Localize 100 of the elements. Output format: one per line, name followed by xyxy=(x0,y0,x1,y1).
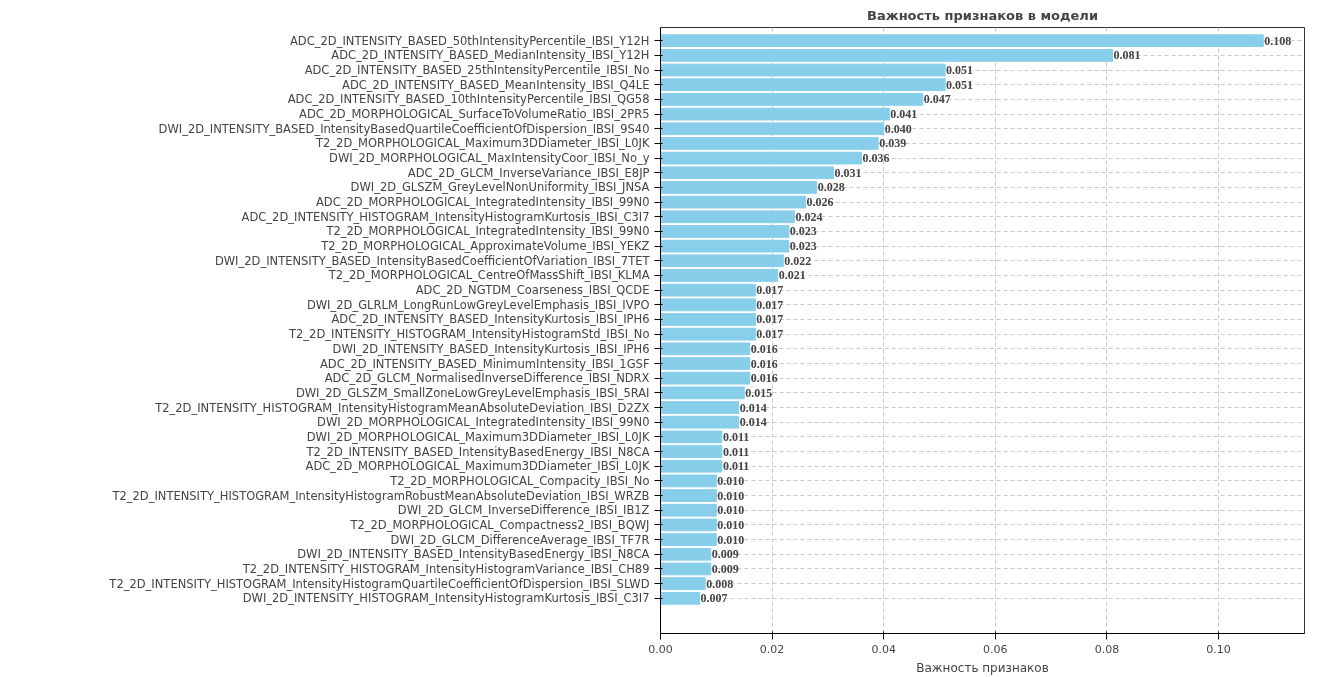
y-tick-label: DWI_2D_GLSZM_GreyLevelNonUniformity_IBSI_JNSA xyxy=(350,180,650,195)
y-tick-label: T2_2D_MORPHOLOGICAL_IntegratedIntensity_IBSI_99N0 xyxy=(325,224,650,239)
data-label: 0.036 xyxy=(862,151,890,166)
y-tick-label: DWI_2D_GLCM_DifferenceAverage_IBSI_TF7R xyxy=(390,532,650,547)
y-tick-label: DWI_2D_INTENSITY_BASED_IntensityBasedEnergy_IBSI_N8CA xyxy=(297,547,650,562)
bar xyxy=(660,181,818,194)
data-label: 0.009 xyxy=(711,547,739,562)
data-label: 0.017 xyxy=(756,312,784,327)
data-label: 0.011 xyxy=(722,444,750,459)
x-tick-label: 0.08 xyxy=(1094,642,1120,656)
data-label: 0.039 xyxy=(879,136,907,151)
x-axis-title: Важность признаков xyxy=(916,660,1049,675)
x-tick-label: 0.10 xyxy=(1206,642,1231,656)
y-tick-label: ADC_2D_INTENSITY_BASED_MedianIntensity_IBSI_Y12H xyxy=(331,48,650,63)
bar xyxy=(660,533,717,546)
bar xyxy=(660,445,723,458)
data-label: 0.007 xyxy=(700,591,728,606)
data-label: 0.023 xyxy=(789,239,817,254)
data-label: 0.016 xyxy=(750,341,778,356)
y-tick-label: DWI_2D_INTENSITY_BASED_IntensityKurtosis_IBSI_IPH6 xyxy=(332,341,650,356)
y-tick-label: T2_2D_MORPHOLOGICAL_Maximum3DDiameter_IBSI_L0JK xyxy=(315,136,650,151)
y-tick-label: T2_2D_INTENSITY_HISTOGRAM_IntensityHistogramQuartileCoefficientOfDispersion_IBSI_SLWD xyxy=(108,576,650,591)
data-label: 0.017 xyxy=(756,297,784,312)
data-label: 0.010 xyxy=(717,532,745,547)
y-tick-label: ADC_2D_INTENSITY_BASED_MinimumIntensity_IBSI_1GSF xyxy=(320,356,650,371)
y-tick-label: T2_2D_INTENSITY_HISTOGRAM_IntensityHistogramVariance_IBSI_CH89 xyxy=(241,561,650,576)
y-tick-label: T2_2D_INTENSITY_HISTOGRAM_IntensityHistogramStd_IBSI_No xyxy=(287,327,650,342)
data-label: 0.051 xyxy=(946,77,974,92)
bar xyxy=(660,489,717,502)
y-tick-label: ADC_2D_INTENSITY_BASED_25thIntensityPercentile_IBSI_No xyxy=(304,63,650,78)
data-label: 0.011 xyxy=(722,459,750,474)
data-label: 0.016 xyxy=(750,371,778,386)
data-label: 0.014 xyxy=(739,415,767,430)
data-label: 0.022 xyxy=(784,253,812,268)
y-tick-label: T2_2D_INTENSITY_HISTOGRAM_IntensityHistogramRobustMeanAbsoluteDeviation_IBSI_WRZB xyxy=(111,488,650,503)
data-label: 0.011 xyxy=(722,429,750,444)
y-tick-label: ADC_2D_INTENSITY_BASED_IntensityKurtosis_IBSI_IPH6 xyxy=(331,312,650,327)
data-label: 0.009 xyxy=(711,561,739,576)
x-tick-label: 0.00 xyxy=(648,642,673,656)
data-label: 0.015 xyxy=(745,385,773,400)
bar xyxy=(660,591,701,605)
y-tick-label: ADC_2D_MORPHOLOGICAL_IntegratedIntensity_IBSI_99N0 xyxy=(315,195,650,210)
y-tick-label: DWI_2D_MORPHOLOGICAL_MaxIntensityCoor_IBSI_No_y xyxy=(329,151,650,166)
y-tick-label: ADC_2D_INTENSITY_BASED_MeanIntensity_IBSI_Q4LE xyxy=(342,77,650,92)
y-tick-label: DWI_2D_INTENSITY_BASED_IntensityBasedQuartileCoefficientOfDispersion_IBSI_9S40 xyxy=(158,121,650,136)
y-tick-label: T2_2D_INTENSITY_HISTOGRAM_IntensityHistogramMeanAbsoluteDeviation_IBSI_D2ZX xyxy=(154,400,650,415)
data-label: 0.021 xyxy=(778,268,806,283)
y-tick-label: ADC_2D_MORPHOLOGICAL_Maximum3DDiameter_IBSI_L0JK xyxy=(305,459,650,474)
data-label: 0.028 xyxy=(817,180,845,195)
x-tick-label: 0.06 xyxy=(983,642,1008,656)
data-label: 0.023 xyxy=(789,224,817,239)
y-tick-label: ADC_2D_MORPHOLOGICAL_SurfaceToVolumeRatio_IBSI_2PR5 xyxy=(299,107,650,122)
y-tick-label: ADC_2D_INTENSITY_HISTOGRAM_IntensityHistogramKurtosis_IBSI_C3I7 xyxy=(241,209,650,224)
bar xyxy=(660,269,779,282)
data-label: 0.041 xyxy=(890,107,918,122)
y-tick-label: DWI_2D_GLRLM_LongRunLowGreyLevelEmphasis_IBSI_IVPO xyxy=(306,297,650,312)
x-tick-label: 0.02 xyxy=(759,642,785,656)
bar xyxy=(660,401,740,414)
data-label: 0.014 xyxy=(739,400,767,415)
y-tick-label: ADC_2D_GLCM_InverseVariance_IBSI_E8JP xyxy=(407,165,650,180)
y-tick-label: DWI_2D_GLCM_InverseDifference_IBSI_IB1Z xyxy=(397,503,650,518)
y-tick-label: DWI_2D_INTENSITY_HISTOGRAM_IntensityHistogramKurtosis_IBSI_C3I7 xyxy=(242,591,650,606)
data-label: 0.017 xyxy=(756,327,784,342)
data-label: 0.008 xyxy=(706,576,734,591)
bar xyxy=(660,357,751,370)
data-label: 0.024 xyxy=(795,209,823,224)
y-tick-label: ADC_2D_GLCM_NormalisedInverseDifference_IBSI_NDRX xyxy=(324,371,650,386)
bar xyxy=(660,34,1264,48)
data-label: 0.026 xyxy=(806,195,834,210)
y-tick-label: T2_2D_MORPHOLOGICAL_CentreOfMassShift_IBSI_KLMA xyxy=(327,268,650,283)
y-tick-label: T2_2D_MORPHOLOGICAL_ApproximateVolume_IBSI_YEKZ xyxy=(320,239,650,254)
bar xyxy=(660,225,790,238)
chart-title: Важность признаков в модели xyxy=(867,7,1099,23)
bar xyxy=(660,577,706,590)
y-tick-label: ADC_2D_NGTDM_Coarseness_IBSI_QCDE xyxy=(415,283,650,298)
data-label: 0.047 xyxy=(923,92,951,107)
data-label: 0.010 xyxy=(717,517,745,532)
y-tick-label: T2_2D_INTENSITY_BASED_IntensityBasedEnergy_IBSI_N8CA xyxy=(305,444,650,459)
y-tick-label: T2_2D_MORPHOLOGICAL_Compactness2_IBSI_BQWJ xyxy=(349,517,650,532)
y-tick-label: T2_2D_MORPHOLOGICAL_Compacity_IBSI_No xyxy=(389,473,650,488)
y-tick-label: DWI_2D_GLSZM_SmallZoneLowGreyLevelEmphasis_IBSI_5RAI xyxy=(295,385,650,400)
x-tick-label: 0.04 xyxy=(871,642,896,656)
bar xyxy=(660,49,1114,62)
y-tick-label: DWI_2D_MORPHOLOGICAL_Maximum3DDiameter_IBSI_L0JK xyxy=(306,429,650,444)
data-label: 0.108 xyxy=(1264,33,1292,48)
data-label: 0.051 xyxy=(946,63,974,78)
data-label: 0.010 xyxy=(717,473,745,488)
bar xyxy=(660,93,924,106)
data-label: 0.010 xyxy=(717,488,745,503)
data-label: 0.040 xyxy=(884,121,912,136)
bar xyxy=(660,313,756,326)
bar xyxy=(660,137,879,150)
y-tick-label: ADC_2D_INTENSITY_BASED_50thIntensityPercentile_IBSI_Y12H xyxy=(289,33,650,48)
y-tick-label: DWI_2D_MORPHOLOGICAL_IntegratedIntensity_IBSI_99N0 xyxy=(317,415,650,430)
data-label: 0.081 xyxy=(1113,48,1141,63)
y-tick-label: DWI_2D_INTENSITY_BASED_IntensityBasedCoefficientOfVariation_IBSI_7TET xyxy=(214,253,651,268)
data-label: 0.010 xyxy=(717,503,745,518)
y-tick-label: ADC_2D_INTENSITY_BASED_10thIntensityPercentile_IBSI_QG58 xyxy=(287,92,650,107)
data-label: 0.017 xyxy=(756,283,784,298)
data-label: 0.031 xyxy=(834,165,862,180)
